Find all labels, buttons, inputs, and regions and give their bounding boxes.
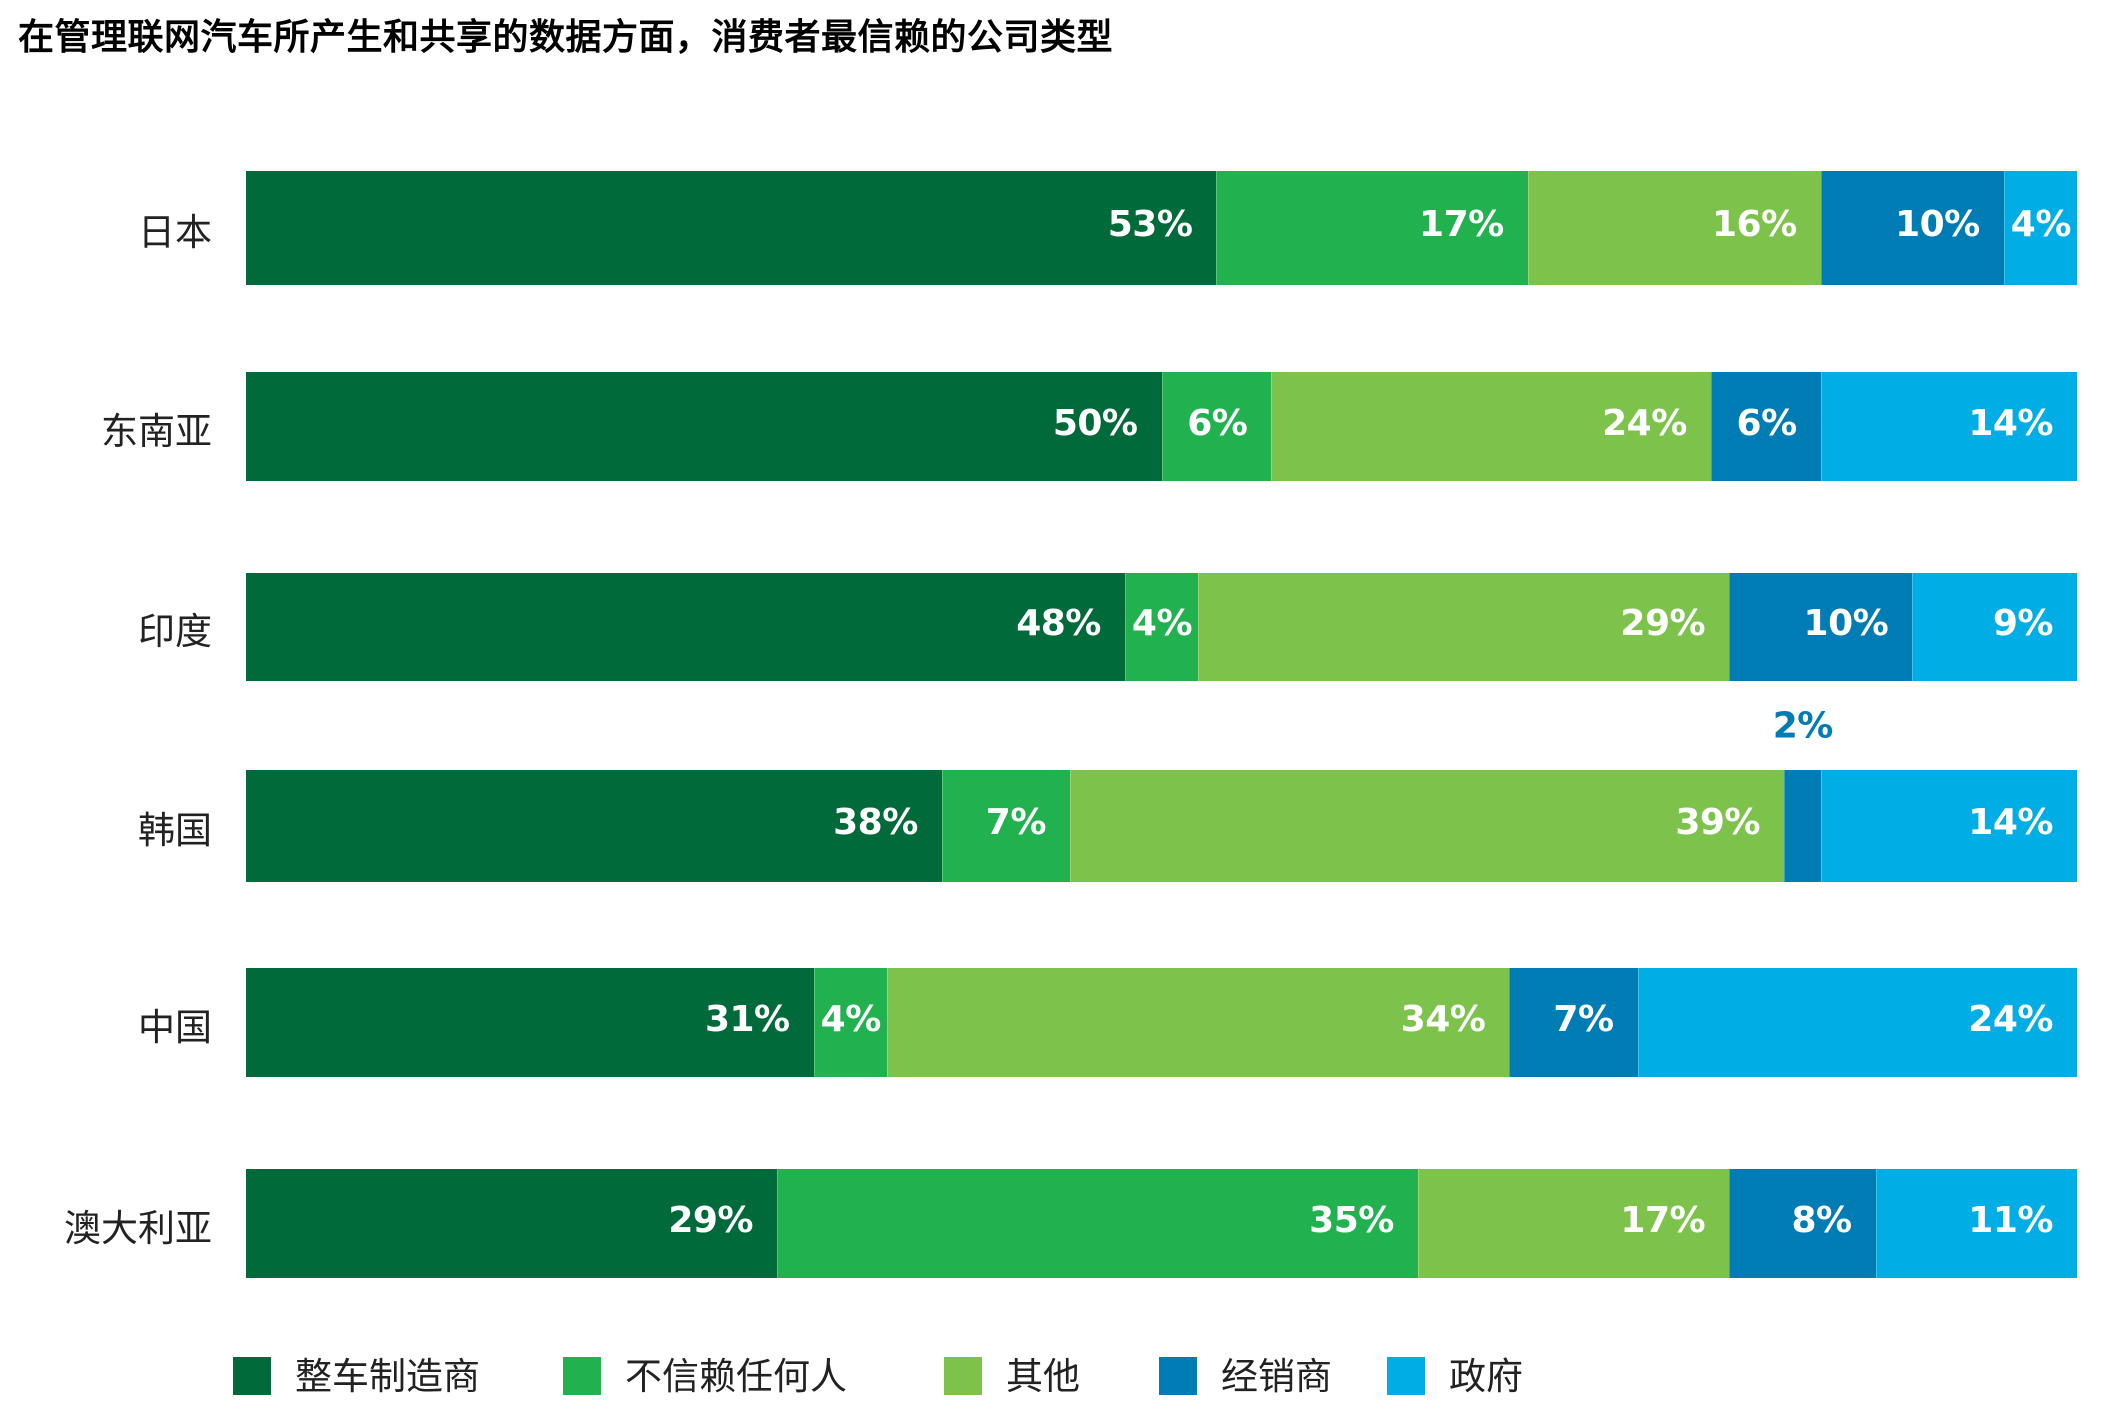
value-label: 31% [704,998,790,1040]
bar-segment-trust-no-one: 4% [813,968,887,1077]
legend-item-other: 其他 [944,1357,1080,1395]
bar-segment-oem: 38% [246,770,942,882]
category-label: 韩国 [138,809,212,852]
value-label: 10% [1895,204,1980,246]
legend-swatch-icon [233,1357,271,1395]
bar-segment-oem: 29% [246,1169,777,1278]
value-label: 14% [1968,802,2053,844]
value-label: 6% [1736,402,1798,444]
stacked-bar: 38% 7% 39% 2% 14% [246,706,2077,882]
category-label: 澳大利亚 [64,1206,212,1250]
bar-segment-oem: 53% [246,171,1217,285]
stacked-bar: 48% 4% 29% 10% 9% [246,573,2077,681]
value-label: 48% [1016,603,1101,645]
value-label: 7% [985,802,1047,844]
bar-segment-oem: 50% [246,372,1162,481]
bar-segment-other: 16% [1527,171,1821,285]
chart-title: 在管理联网汽车所产生和共享的数据方面，消费者最信赖的公司类型 [18,17,1114,58]
bar-segment-trust-no-one: 35% [776,1169,1418,1278]
bar-segment-government: 4% [2003,171,2077,285]
value-label: 17% [1620,1199,1706,1241]
bar-segment-dealer: 7% [1509,968,1638,1077]
legend: 整车制造商 不信赖任何人 其他 经销商 政府 [0,1357,2124,1397]
bar-segment-trust-no-one: 7% [941,770,1070,882]
bar-segment-dealer: 10% [1729,573,1913,681]
value-label: 4% [2010,204,2072,246]
bar-segment-dealer: 6% [1710,372,1821,481]
value-label: 10% [1803,603,1889,645]
legend-label: 不信赖任何人 [625,1354,847,1398]
category-label: 印度 [138,610,212,653]
value-label: 34% [1400,998,1486,1040]
legend-swatch-icon [1159,1357,1197,1395]
legend-label: 其他 [1006,1354,1080,1398]
value-label: 9% [1992,603,2054,645]
bar-segment-oem: 31% [246,968,814,1077]
bar-segment-government: 9% [1912,573,2077,681]
legend-item-trust-no-one: 不信赖任何人 [563,1357,847,1395]
value-label: 35% [1309,1199,1394,1241]
bar-segment-government: 11% [1875,1169,2077,1278]
bar-segment-trust-no-one: 17% [1216,171,1528,285]
value-label: 24% [1968,998,2053,1040]
bar-segment-other: 17% [1417,1169,1730,1278]
bar-segment-dealer: 10% [1820,171,2004,285]
bar-segment-dealer: 8% [1729,1169,1876,1278]
value-label: 7% [1553,998,1614,1040]
chart-row: 韩国 38% 7% 39% 2% 14% [0,706,2124,882]
value-label: 6% [1187,402,1248,444]
stacked-bar: 53% 17% 16% 10% 4% [246,171,2077,285]
value-label: 29% [668,1199,753,1241]
legend-label: 经销商 [1221,1354,1332,1398]
stacked-bar: 29% 35% 17% 8% 11% [246,1169,2077,1278]
legend-swatch-icon [1387,1357,1425,1395]
bar-segment-trust-no-one: 4% [1124,573,1199,681]
value-label: 29% [1620,603,1706,645]
value-label: 24% [1602,402,1687,444]
value-label: 17% [1419,204,1504,246]
legend-swatch-icon [944,1357,982,1395]
value-label: 38% [833,802,918,844]
value-label: 4% [820,998,882,1040]
value-label: 8% [1791,1199,1852,1241]
value-label: 4% [1131,603,1193,645]
category-label: 日本 [138,211,212,254]
category-label: 东南亚 [101,409,212,453]
bar-segment-government: 14% [1820,372,2077,481]
bar-segment-government: 14% [1820,770,2077,882]
bar-segment-other: 39% [1069,770,1784,882]
value-label: 16% [1711,204,1797,246]
bar-segment-trust-no-one: 6% [1161,372,1272,481]
value-label: 39% [1675,802,1760,844]
category-label: 中国 [138,1005,212,1049]
chart-row: 日本 53% 17% 16% 10% 4% [0,171,2124,285]
legend-swatch-icon [563,1357,601,1395]
bar-segment-government: 24% [1637,968,2077,1077]
chart-row: 澳大利亚 29% 35% 17% 8% 11% [0,1169,2124,1278]
stacked-bar: 50% 6% 24% 6% 14% [246,372,2077,481]
stacked-bar: 31% 4% 34% 7% 24% [246,968,2077,1077]
chart-row: 印度 48% 4% 29% 10% 9% [0,573,2124,681]
value-label: 50% [1052,402,1138,444]
legend-label: 整车制造商 [295,1354,480,1398]
legend-item-government: 政府 [1387,1357,1523,1395]
bar-segment-other: 34% [886,968,1510,1077]
chart-row: 中国 31% 4% 34% 7% 24% [0,968,2124,1077]
bar-segment-other: 29% [1198,573,1730,681]
bar-segment-other: 24% [1271,372,1711,481]
chart-row: 东南亚 50% 6% 24% 6% 14% [0,372,2124,481]
bar-segment-dealer: 2% [1773,706,1833,882]
value-label: 14% [1968,402,2053,444]
bar-segment-oem: 48% [246,573,1125,681]
legend-item-oem: 整车制造商 [233,1357,480,1395]
value-label: 2% [1772,705,1834,747]
legend-item-dealer: 经销商 [1159,1357,1332,1395]
value-label: 11% [1968,1199,2053,1241]
value-label: 53% [1107,204,1193,246]
legend-label: 政府 [1449,1354,1523,1398]
